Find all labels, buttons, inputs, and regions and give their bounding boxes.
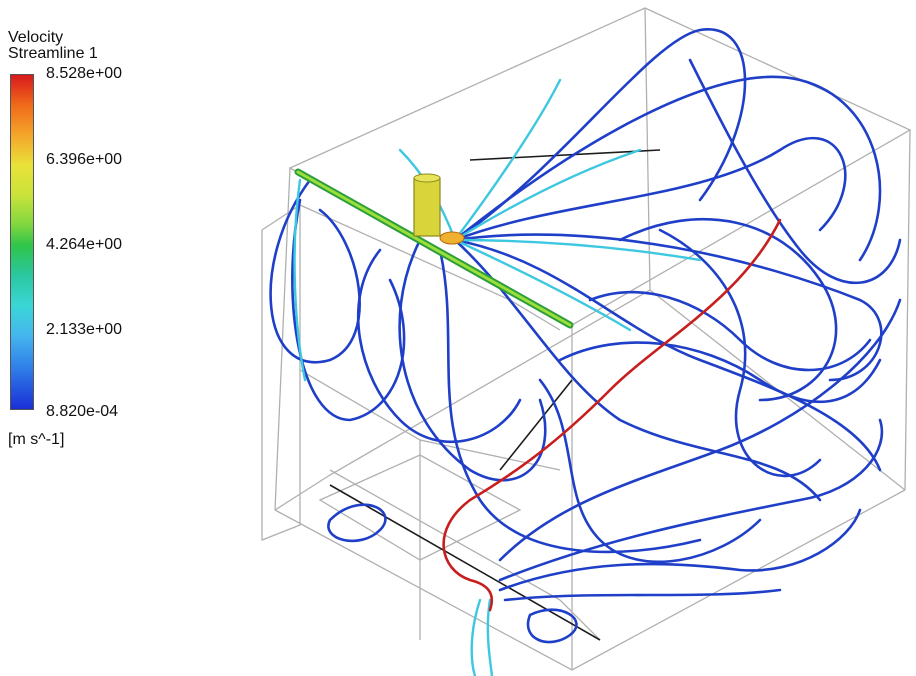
streamline	[453, 136, 847, 242]
streamline	[498, 508, 862, 592]
box-bottom-front	[274, 489, 906, 671]
dark-edge-inner	[499, 379, 573, 471]
streamline	[327, 503, 387, 543]
colorbar	[10, 74, 34, 410]
streamline	[538, 378, 762, 564]
streamline	[453, 78, 562, 242]
legend-tick-3: 4.264e+00	[46, 236, 123, 253]
inlet-pipe	[294, 168, 574, 329]
inner-mid-edge	[299, 369, 561, 471]
streamline	[453, 238, 632, 332]
streamline	[470, 598, 482, 676]
streamline	[618, 217, 838, 402]
streamline	[398, 238, 547, 482]
legend-tick-2: 6.396e+00	[46, 151, 123, 168]
streamlines-fast	[442, 218, 782, 612]
legend-tick-4: 2.133e+00	[46, 321, 123, 338]
box-edge-left-front	[274, 167, 291, 511]
inlet-pipe-highlight	[296, 170, 572, 327]
streamline	[438, 248, 702, 554]
streamline-canvas	[261, 7, 912, 676]
box-edge-right	[904, 129, 911, 491]
streamline	[688, 58, 902, 285]
inner-floor-edge	[329, 469, 601, 641]
streamline	[588, 290, 872, 372]
streamline	[498, 298, 902, 562]
streamline	[526, 608, 578, 644]
legend-tick-max: 8.528e+00	[46, 65, 123, 82]
streamline	[453, 238, 882, 472]
streamline	[453, 233, 883, 382]
streamline	[498, 418, 884, 582]
streamline-fast	[442, 218, 782, 612]
streamline	[453, 238, 822, 502]
dark-edges	[329, 149, 661, 641]
box-edge-back	[644, 7, 651, 291]
dark-edge-top	[469, 149, 661, 161]
floor-plate	[318, 454, 522, 561]
legend-object-title: Streamline 1	[8, 45, 98, 62]
color-legend: Velocity Streamline 1 8.528e+00 6.396e+0…	[0, 0, 240, 460]
legend-tick-min: 8.820e-04	[46, 403, 119, 420]
streamline	[486, 598, 494, 676]
streamline-scene	[240, 0, 916, 676]
streamline	[293, 178, 307, 382]
streamline	[453, 148, 642, 242]
streamline	[453, 238, 702, 262]
streamline	[269, 178, 361, 364]
streamlines-medium	[293, 78, 702, 676]
streamline	[453, 75, 882, 262]
streamline	[356, 248, 522, 444]
streamline	[453, 28, 747, 242]
streamline	[291, 198, 406, 422]
nozzle	[413, 173, 465, 245]
streamline	[658, 228, 822, 478]
inlet-side-panel	[261, 203, 301, 541]
nozzle-body	[413, 177, 441, 237]
legend-variable-title: Velocity	[8, 29, 64, 46]
streamlines-slow	[269, 28, 902, 644]
streamline	[503, 588, 782, 602]
nozzle-top	[413, 173, 441, 183]
streamline	[558, 341, 882, 404]
dark-edge-floor	[329, 484, 601, 641]
nozzle-outlet	[439, 231, 465, 245]
legend-unit: [m s^-1]	[8, 431, 65, 448]
